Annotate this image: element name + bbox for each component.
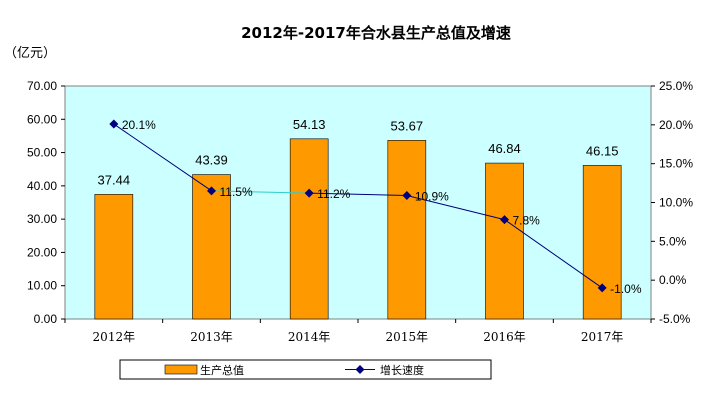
growth-line-segment xyxy=(113,123,212,192)
growth-value-label: 11.2% xyxy=(317,187,350,201)
legend-line-label: 增长速度 xyxy=(380,363,424,377)
growth-point-marker xyxy=(402,191,412,201)
left-axis: 0.00 10.00 20.00 30.00 40.00 50.00 60.00 70.00 xyxy=(27,79,65,326)
right-tick-label: 5.0% xyxy=(659,234,687,248)
left-tick-label: 10.00 xyxy=(27,279,57,293)
growth-point-marker xyxy=(500,215,509,225)
legend-bar-label: 生产总值 xyxy=(200,363,244,377)
right-tick-label: 25.0% xyxy=(659,79,693,93)
right-tick-label: 10.0% xyxy=(659,196,693,210)
x-tick-label: 2015年 xyxy=(386,330,429,344)
bar xyxy=(485,162,524,320)
bar xyxy=(582,165,622,320)
y-axis-unit-label: （亿元） xyxy=(4,45,56,60)
bar-series xyxy=(94,138,622,320)
bar-labels: 37.44 43.39 54.13 53.67 46.84 46.15 xyxy=(98,117,619,188)
x-tick-label: 2014年 xyxy=(288,330,331,344)
growth-line-segment xyxy=(309,192,407,197)
bar-value-label: 46.15 xyxy=(586,143,619,158)
x-tick-label: 2012年 xyxy=(93,330,136,344)
growth-line-segment xyxy=(211,190,310,194)
growth-point-marker xyxy=(304,188,314,198)
growth-value-label: 7.8% xyxy=(513,214,541,228)
growth-point-marker xyxy=(109,119,119,129)
x-tick-label: 2017年 xyxy=(581,330,624,344)
growth-labels: 20.1% 11.5% 11.2% 10.9% 7.8% -1.0% xyxy=(122,118,642,296)
left-tick-label: 40.00 xyxy=(27,179,57,193)
plot-area xyxy=(64,85,652,320)
right-tick-label: 15.0% xyxy=(659,157,693,171)
bar xyxy=(289,138,329,320)
bar-value-label: 43.39 xyxy=(195,153,228,168)
growth-value-label: -1.0% xyxy=(610,282,642,296)
x-axis: 2012年 2013年 2014年 2015年 2016年 2017年 xyxy=(64,319,652,344)
left-tick-label: 30.00 xyxy=(27,212,57,226)
bar xyxy=(387,140,427,320)
growth-point-marker xyxy=(207,186,216,196)
x-tick-label: 2016年 xyxy=(483,330,526,344)
left-tick-label: 20.00 xyxy=(27,245,57,259)
left-tick-label: 0.00 xyxy=(34,312,58,326)
legend-bar-swatch xyxy=(164,364,198,375)
bar-value-label: 46.84 xyxy=(488,141,521,156)
growth-value-label: 11.5% xyxy=(220,185,253,199)
right-tick-label: 0.0% xyxy=(659,273,687,287)
bar-value-label: 53.67 xyxy=(391,118,424,133)
right-tick-label: -5.0% xyxy=(659,312,691,326)
growth-point-marker xyxy=(597,283,607,293)
bar xyxy=(94,194,134,320)
bar-value-label: 37.44 xyxy=(98,172,131,187)
right-tick-label: 20.0% xyxy=(659,118,693,132)
growth-value-label: 20.1% xyxy=(122,118,156,132)
legend: 生产总值 增长速度 xyxy=(119,359,492,380)
legend-line-marker xyxy=(355,365,365,374)
left-tick-label: 70.00 xyxy=(27,79,57,93)
legend-box xyxy=(119,359,492,380)
x-tick-label: 2013年 xyxy=(190,330,233,344)
bar xyxy=(192,174,231,320)
right-axis: -5.0% 0.0% 5.0% 10.0% 15.0% 20.0% 25.0% xyxy=(651,79,693,326)
chart-title: 2012年-2017年合水县生产总值及增速 xyxy=(241,24,511,42)
growth-value-label: 10.9% xyxy=(415,190,449,204)
growth-line-segment xyxy=(504,219,603,289)
bar-value-label: 54.13 xyxy=(293,117,326,132)
growth-line-segment xyxy=(406,195,505,221)
left-tick-label: 60.00 xyxy=(27,112,57,126)
left-tick-label: 50.00 xyxy=(27,146,57,160)
growth-line-series xyxy=(109,119,607,293)
